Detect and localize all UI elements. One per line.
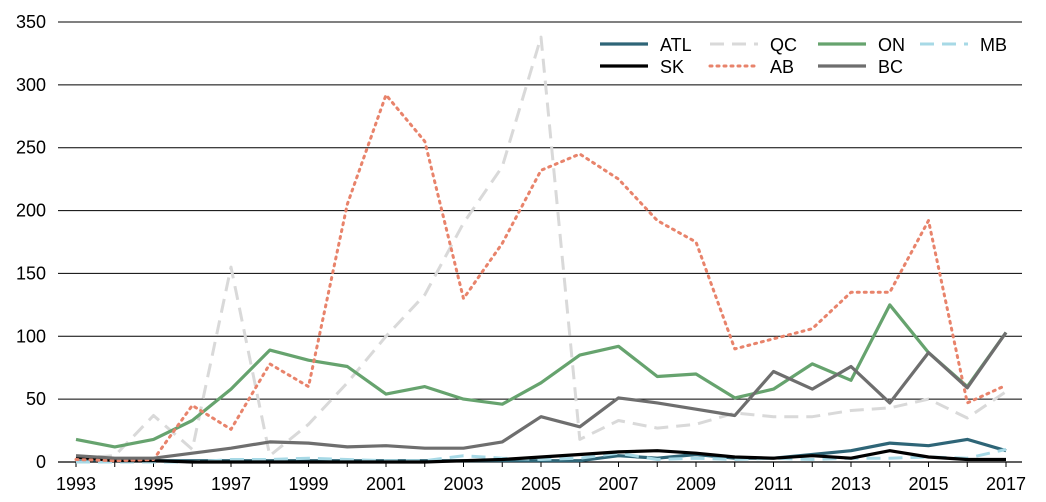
legend-label: AB (770, 57, 794, 77)
legend-label: SK (660, 57, 684, 77)
x-tick-label: 1997 (211, 474, 251, 494)
y-axis-tick-labels: 0 50 100 150 200 250 300 350 (16, 12, 46, 472)
legend-label: ATL (660, 35, 692, 55)
legend-item-bc: BC (818, 57, 903, 77)
x-tick-label: 2011 (754, 474, 793, 494)
y-tick-label: 100 (16, 326, 46, 346)
legend: ATL QC ON MB SK AB BC (600, 35, 1007, 77)
x-tick-label: 2003 (443, 474, 483, 494)
series-line-qc (75, 35, 1007, 460)
legend-item-ab: AB (708, 57, 794, 77)
x-tick-label: 1999 (288, 474, 328, 494)
legend-item-sk: SK (600, 57, 684, 77)
legend-item-qc: QC (710, 35, 797, 55)
y-tick-label: 0 (36, 452, 46, 472)
series-line-bc (75, 331, 1008, 460)
legend-item-atl: ATL (600, 35, 692, 55)
x-tick-label: 2001 (366, 474, 406, 494)
y-tick-label: 200 (16, 201, 46, 221)
y-tick-label: 250 (16, 138, 46, 158)
x-tick-label: 1993 (56, 474, 96, 494)
x-tick-label: 1995 (133, 474, 173, 494)
series-line-on (75, 303, 1008, 449)
x-tick-label: 2009 (676, 474, 716, 494)
legend-label: MB (980, 35, 1007, 55)
legend-label: ON (878, 35, 905, 55)
series-line-ab (74, 93, 1008, 463)
x-tick-label: 2017 (986, 474, 1026, 494)
legend-label: QC (770, 35, 797, 55)
legend-label: BC (878, 57, 903, 77)
x-tick-label: 2013 (831, 474, 871, 494)
x-axis-tick-labels: 1993 1995 1997 1999 2001 2003 2005 2007 2009 2011… (56, 474, 1026, 494)
series-lines (74, 35, 1008, 464)
legend-item-mb: MB (920, 35, 1007, 55)
x-tick-label: 2007 (598, 474, 638, 494)
series-line-sk (75, 449, 1006, 464)
x-tick-label: 2005 (521, 474, 561, 494)
x-tick-label: 2015 (908, 474, 948, 494)
legend-item-on: ON (818, 35, 905, 55)
grid-lines (58, 21, 1022, 400)
y-tick-label: 350 (16, 12, 46, 32)
y-tick-label: 300 (16, 75, 46, 95)
y-tick-label: 50 (26, 389, 46, 409)
y-tick-label: 150 (16, 263, 46, 283)
